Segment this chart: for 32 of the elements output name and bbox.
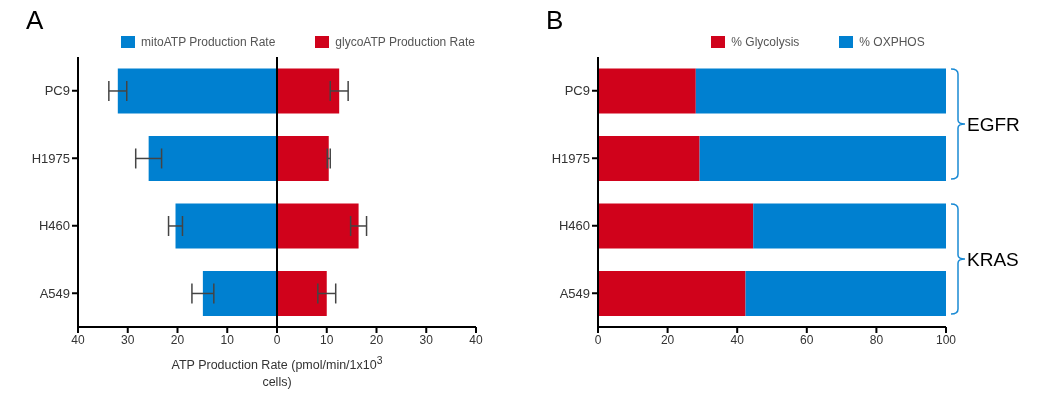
text: KRAS	[967, 248, 1019, 271]
y-tick-label: H460	[558, 218, 590, 234]
x-tick-label: 10	[320, 332, 334, 347]
chart-title: B	[545, 5, 565, 35]
text: EGFR	[967, 113, 1020, 136]
x-tick-label: 30	[419, 332, 434, 347]
y-tick-label: H460	[38, 218, 70, 234]
legend-label: % OXPHOS	[859, 35, 925, 49]
x-tick-label: 20	[660, 332, 675, 347]
x-tick-label: 0	[273, 332, 281, 347]
y-tick-label: A549	[559, 285, 590, 301]
x-tick-label: 0	[594, 332, 602, 347]
x-tick-label: 100	[935, 332, 957, 347]
legend-label: % Glycolysis	[731, 35, 800, 49]
y-tick-label: A549	[39, 285, 70, 301]
legend-label: mitoATP Production Rate	[141, 35, 276, 49]
x-tick-label: 20	[369, 332, 384, 347]
x-tick-label: 10	[220, 332, 235, 347]
x-tick-label: 30	[121, 332, 135, 347]
chart-title: A	[25, 5, 45, 35]
x-tick-label: 40	[730, 332, 745, 347]
legend-label: glycoATP Production Rate	[335, 35, 475, 49]
x-tick-label: 40	[469, 332, 483, 347]
y-tick-label: H1975	[31, 150, 70, 166]
y-tick-label: PC9	[564, 83, 590, 99]
x-tick-label: 40	[71, 332, 85, 347]
text: ATP Production Rate (pmol/min/1x10$^{3}$ cells)	[171, 355, 383, 390]
x-tick-label: 60	[800, 332, 814, 347]
y-tick-label: PC9	[44, 83, 70, 99]
x-tick-label: 80	[869, 332, 884, 347]
y-tick-label: H1975	[551, 150, 590, 166]
x-tick-label: 20	[170, 332, 185, 347]
